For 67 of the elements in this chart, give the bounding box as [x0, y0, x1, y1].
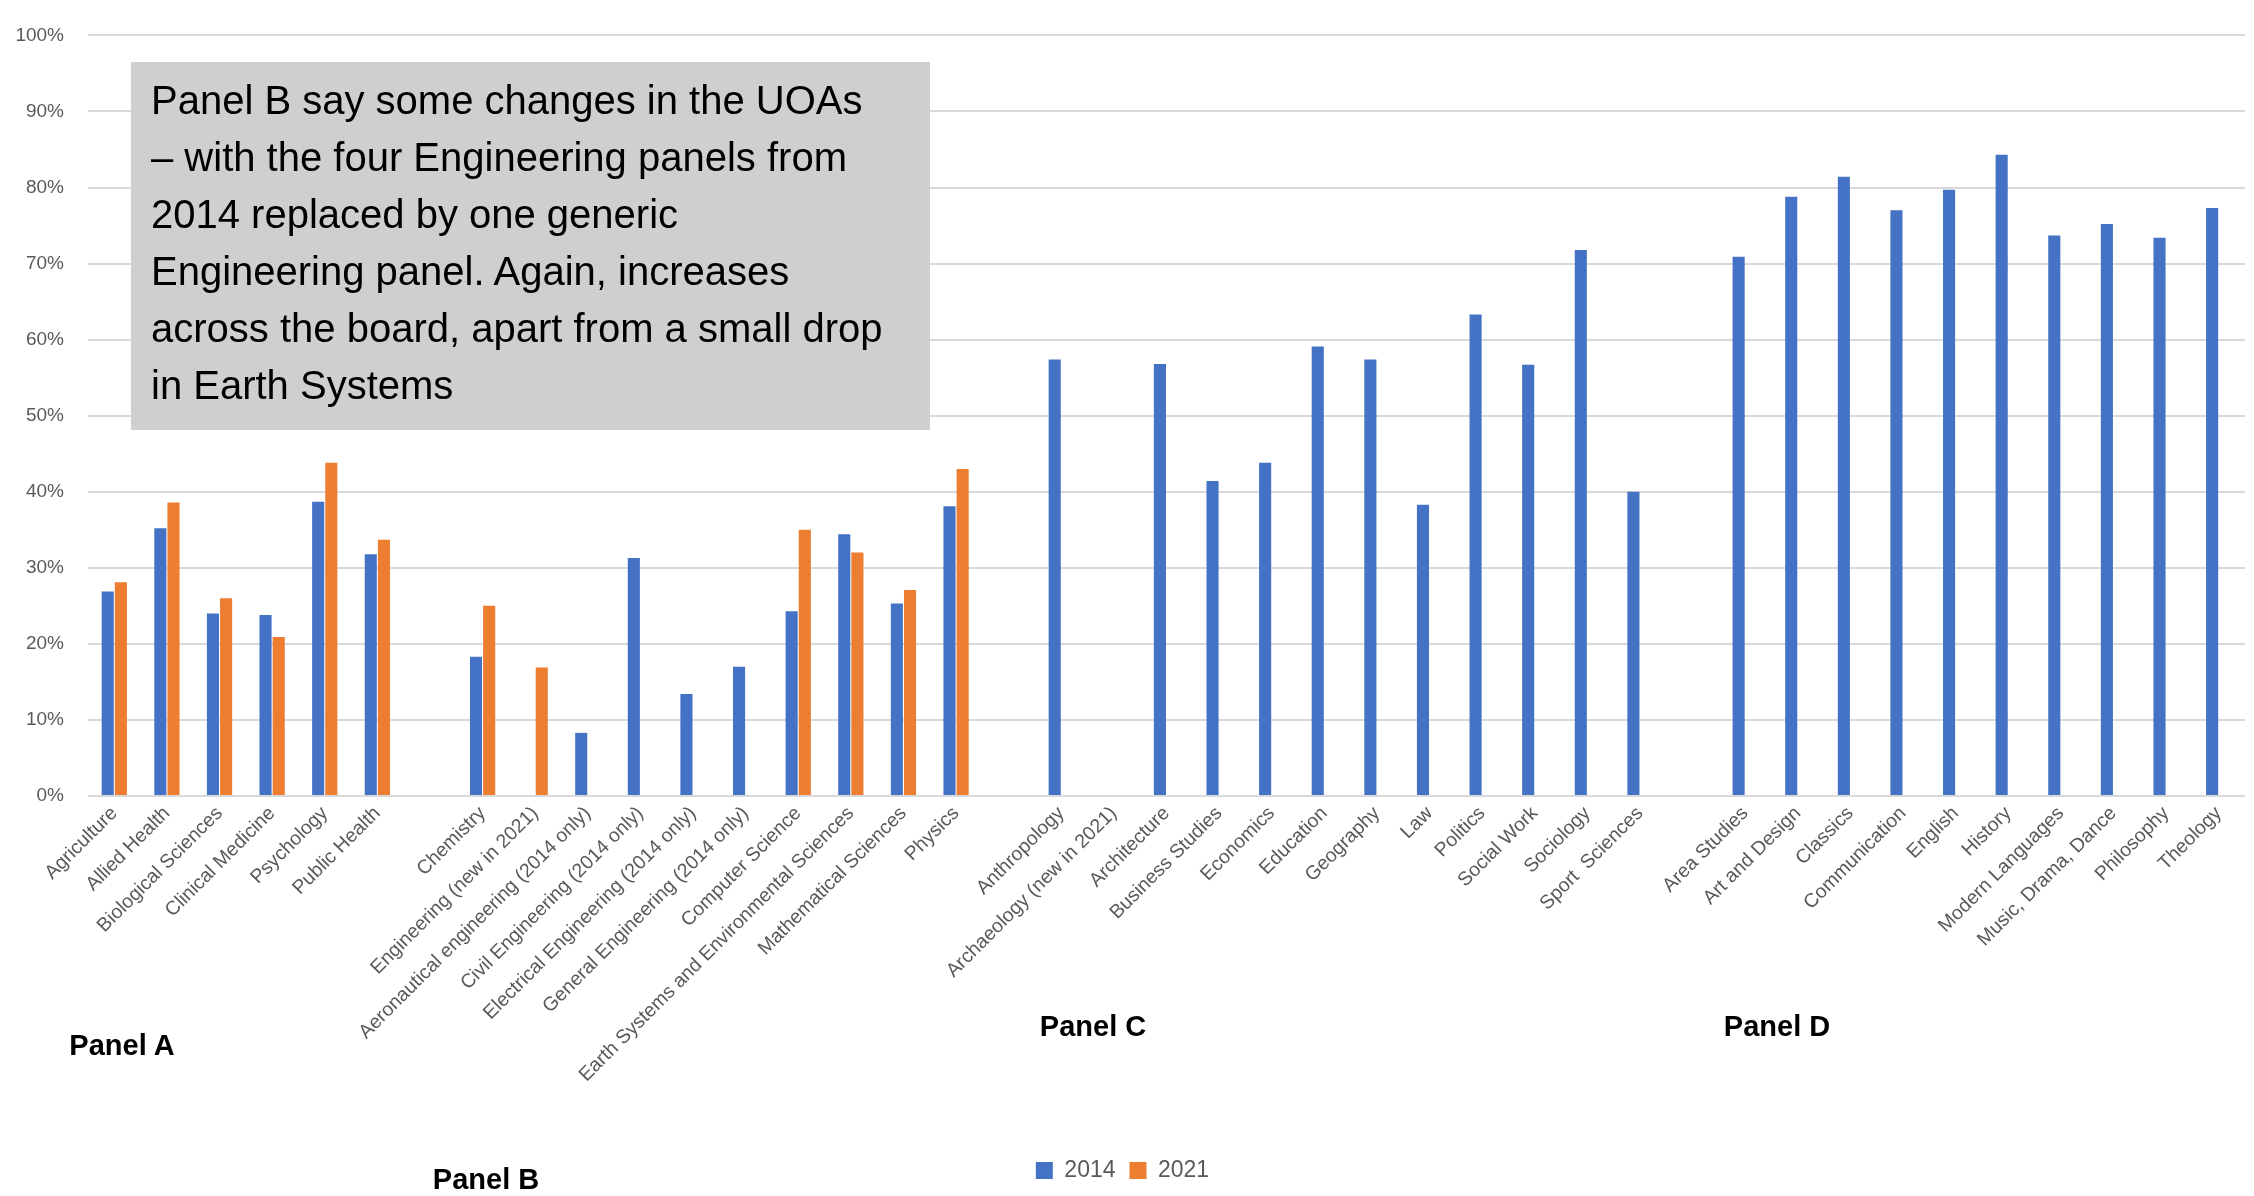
bar	[627, 557, 640, 795]
bar	[272, 637, 285, 795]
bar	[2100, 224, 2113, 795]
bar	[838, 534, 851, 795]
bar	[798, 529, 811, 795]
bar	[1153, 363, 1166, 795]
y-tick-label: 40%	[25, 479, 65, 501]
bar	[2153, 237, 2166, 795]
y-tick-label: 60%	[25, 327, 65, 349]
bar	[101, 591, 114, 795]
bar	[575, 732, 588, 795]
bar	[1048, 359, 1061, 795]
y-tick-label: 10%	[25, 708, 65, 730]
bar	[220, 598, 233, 795]
bar	[483, 605, 496, 795]
bar	[903, 589, 917, 795]
bar	[733, 666, 746, 795]
bar	[259, 614, 272, 795]
bar	[1469, 314, 1482, 795]
bar	[1943, 189, 1956, 795]
bar	[535, 667, 548, 795]
bar	[680, 694, 693, 795]
x-tick-label: Law	[1395, 800, 1437, 843]
bar	[851, 552, 864, 795]
legend-label: 2014	[1064, 1155, 1116, 1182]
text: Panel C	[1039, 1009, 1147, 1043]
bar	[312, 501, 325, 795]
bar	[2048, 235, 2061, 795]
y-tick-label: 90%	[25, 99, 65, 121]
legend-label: 2021	[1158, 1155, 1210, 1182]
y-tick-label: 30%	[25, 556, 65, 578]
bar	[469, 656, 483, 795]
bar	[1311, 346, 1324, 795]
bar	[1995, 154, 2008, 795]
bar	[325, 462, 338, 795]
bar	[114, 582, 127, 795]
bar	[1890, 210, 1903, 795]
bar	[1206, 481, 1219, 795]
bar	[1627, 491, 1640, 795]
text: Panel D	[1723, 1009, 1831, 1043]
bar	[785, 611, 798, 795]
y-tick-label: 100%	[15, 23, 65, 45]
bar	[167, 502, 180, 795]
bar	[154, 528, 167, 795]
bar	[1837, 176, 1850, 795]
bar	[1522, 364, 1535, 795]
bar	[2206, 208, 2219, 795]
text: Panel A	[69, 1028, 175, 1062]
y-tick-label: 0%	[36, 784, 65, 806]
text: Panel B	[432, 1162, 540, 1196]
bar	[956, 468, 969, 795]
y-tick-label: 20%	[25, 632, 65, 654]
bar	[1574, 249, 1587, 795]
bar	[364, 554, 377, 795]
bar	[1732, 256, 1745, 795]
bar	[206, 613, 219, 795]
bar	[890, 603, 903, 795]
bar	[943, 506, 956, 795]
bar	[1259, 462, 1272, 795]
annotation: Panel B say some changes in the UOAs – with the four Engineering panels from 2014 replaced by one generic Engineering panel. Again, increases across the board, apart from a small drop in Earth Systems	[151, 77, 884, 409]
y-tick-label: 70%	[25, 251, 65, 273]
y-tick-label: 80%	[25, 175, 65, 197]
bar	[1416, 504, 1430, 795]
bar	[1785, 196, 1798, 795]
bar	[377, 539, 390, 795]
y-tick-label: 50%	[25, 403, 65, 425]
bar	[1364, 359, 1377, 795]
